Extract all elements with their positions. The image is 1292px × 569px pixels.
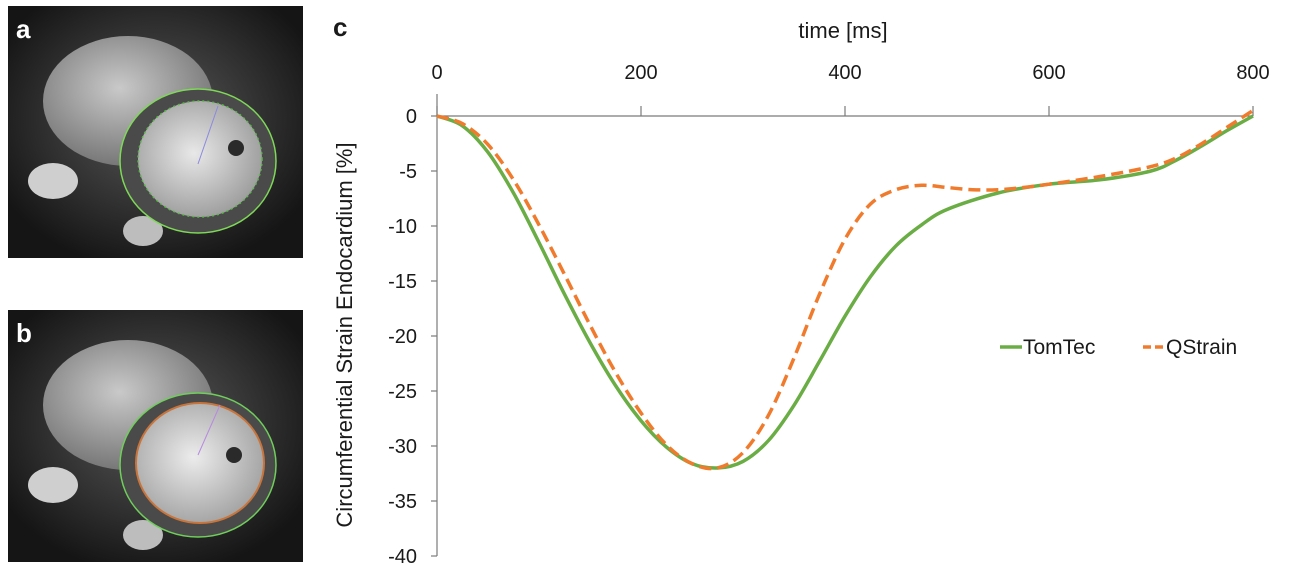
panel-b-image: b bbox=[8, 310, 303, 562]
x-tick-label: 400 bbox=[828, 62, 861, 84]
y-tick-label: -15 bbox=[388, 271, 417, 293]
panel-c-letter: c bbox=[333, 12, 347, 42]
y-tick-label: -30 bbox=[388, 436, 417, 458]
y-axis-title: Circumferential Strain Endocardium [%] bbox=[332, 142, 357, 527]
y-tick-label: -10 bbox=[388, 216, 417, 238]
series-lines bbox=[436, 109, 1254, 471]
y-tick-label: -5 bbox=[399, 161, 417, 183]
x-tick-label: 200 bbox=[624, 62, 657, 84]
axes: 0 200 400 600 800 0 -5 -10 -15 -20 -25 -30 -35 -40 bbox=[388, 62, 1270, 568]
y-tick-label: -40 bbox=[388, 546, 417, 568]
panel-a-image: a bbox=[8, 6, 303, 258]
legend: TomTec QStrain bbox=[1000, 336, 1237, 359]
x-tick-label: 0 bbox=[431, 62, 442, 84]
y-tick-label: 0 bbox=[406, 106, 417, 128]
legend-label: TomTec bbox=[1023, 336, 1095, 359]
panel-a-letter: a bbox=[16, 14, 31, 44]
panel-b-letter: b bbox=[16, 318, 32, 348]
series-line-qstrain bbox=[436, 109, 1254, 471]
panel-a-mri-graphic bbox=[8, 6, 303, 258]
panel-b-endocardium-contour bbox=[135, 402, 265, 524]
panel-b-mri-graphic bbox=[8, 310, 303, 562]
x-axis-title: time [ms] bbox=[798, 18, 887, 43]
x-tick-label: 600 bbox=[1032, 62, 1065, 84]
y-tick-label: -35 bbox=[388, 491, 417, 513]
y-tick-label: -20 bbox=[388, 326, 417, 348]
y-tick-label: -25 bbox=[388, 381, 417, 403]
legend-label: QStrain bbox=[1166, 336, 1237, 359]
series-line-tomtec bbox=[436, 114, 1254, 470]
x-tick-label: 800 bbox=[1236, 62, 1269, 84]
